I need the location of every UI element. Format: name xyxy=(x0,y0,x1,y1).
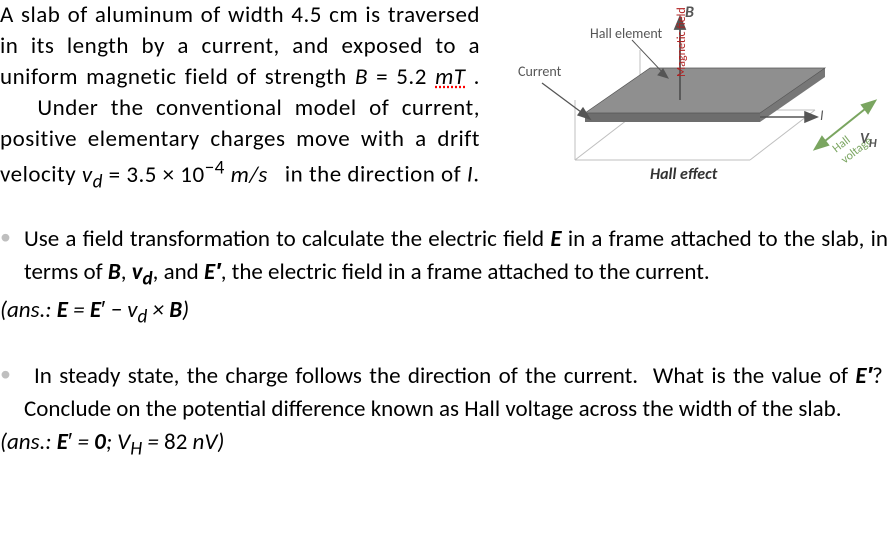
label-hall-effect: Hall effect xyxy=(650,165,717,184)
page-content: A slab of aluminum of width 4.5 cm is tr… xyxy=(0,0,888,462)
label-I: I xyxy=(820,107,824,124)
bullet-icon: • xyxy=(0,223,24,293)
hall-effect-figure: B Hall element Current I Magnetic field … xyxy=(520,5,885,205)
answer-1: (ans.: E = E′ − vd × B) xyxy=(0,295,888,330)
bullet-icon: • xyxy=(0,360,24,424)
label-hall-element: Hall element xyxy=(590,25,662,42)
label-magnetic-field: Magnetic field xyxy=(675,7,689,77)
problem-statement: A slab of aluminum of width 4.5 cm is tr… xyxy=(0,0,480,195)
question-1-text: Use a field transformation to calculate … xyxy=(24,223,888,293)
question-1: • Use a field transformation to calculat… xyxy=(0,223,888,293)
question-2-text: In steady state, the charge follows the … xyxy=(24,360,888,424)
label-VH: VH xyxy=(860,130,877,151)
answer-2: (ans.: E′ = 0; VH = 82 nV) xyxy=(0,427,888,462)
label-current: Current xyxy=(518,63,561,80)
question-2: • In steady state, the charge follows th… xyxy=(0,360,888,424)
